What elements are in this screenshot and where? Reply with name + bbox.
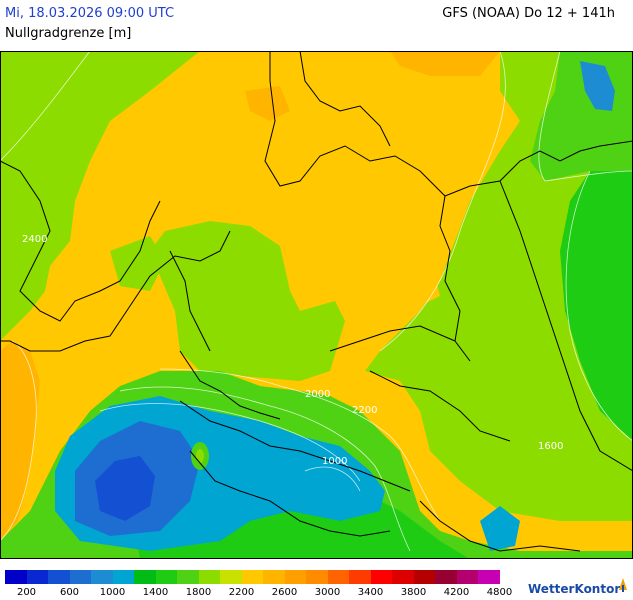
legend-swatch [113,570,135,584]
legend-swatch [435,570,457,584]
legend-tick-label: 4800 [487,587,512,598]
valid-time: Mi, 18.03.2026 09:00 UTC [5,6,174,21]
legend-tick-label: 4200 [444,587,469,598]
parameter-label: Nullgradgrenze [m] [5,26,131,41]
legend-swatch [156,570,178,584]
brand-wordmark: WetterKontor [528,582,620,596]
legend-swatch [70,570,92,584]
field-1800-alps-spot [196,449,204,463]
legend-tick-label: 3800 [401,587,426,598]
legend-swatch [328,570,350,584]
contour-label-1000: 1000 [322,456,347,467]
legend-tick-label: 1400 [143,587,168,598]
legend-swatch [392,570,414,584]
contour-label-2000: 2000 [305,389,330,400]
legend-swatch [199,570,221,584]
legend-tick-label: 600 [60,587,79,598]
legend-swatch [478,570,500,584]
legend-swatch [242,570,264,584]
legend-swatch [134,570,156,584]
legend-swatch [371,570,393,584]
color-legend: 200 600 1000 1400 1800 2200 2600 3000 3400 3800 42… [5,570,515,600]
legend-swatch [457,570,479,584]
legend-tick-label: 200 [17,587,36,598]
brand-logo-icon [617,576,629,592]
legend-swatch [306,570,328,584]
legend-swatch [48,570,70,584]
legend-swatch [285,570,307,584]
legend-swatch [177,570,199,584]
contour-label-1600: 1600 [538,441,563,452]
legend-tick-label: 3000 [315,587,340,598]
legend-swatch [91,570,113,584]
legend-tick-label: 2600 [272,587,297,598]
legend-swatch [414,570,436,584]
legend-tick-label: 1800 [186,587,211,598]
legend-tick-label: 1000 [100,587,125,598]
legend-swatch [349,570,371,584]
model-run: GFS (NOAA) Do 12 + 141h [442,6,615,21]
legend-tick-label: 2200 [229,587,254,598]
legend-tick-label: 3400 [358,587,383,598]
contour-label-2200: 2200 [352,405,377,416]
freezing-level-map: 2000 2200 1000 1600 2400 [0,51,633,559]
contour-label-2400: 2400 [22,234,47,245]
legend-swatch [5,570,27,584]
legend-swatch [27,570,49,584]
legend-swatch [263,570,285,584]
legend-swatch [220,570,242,584]
